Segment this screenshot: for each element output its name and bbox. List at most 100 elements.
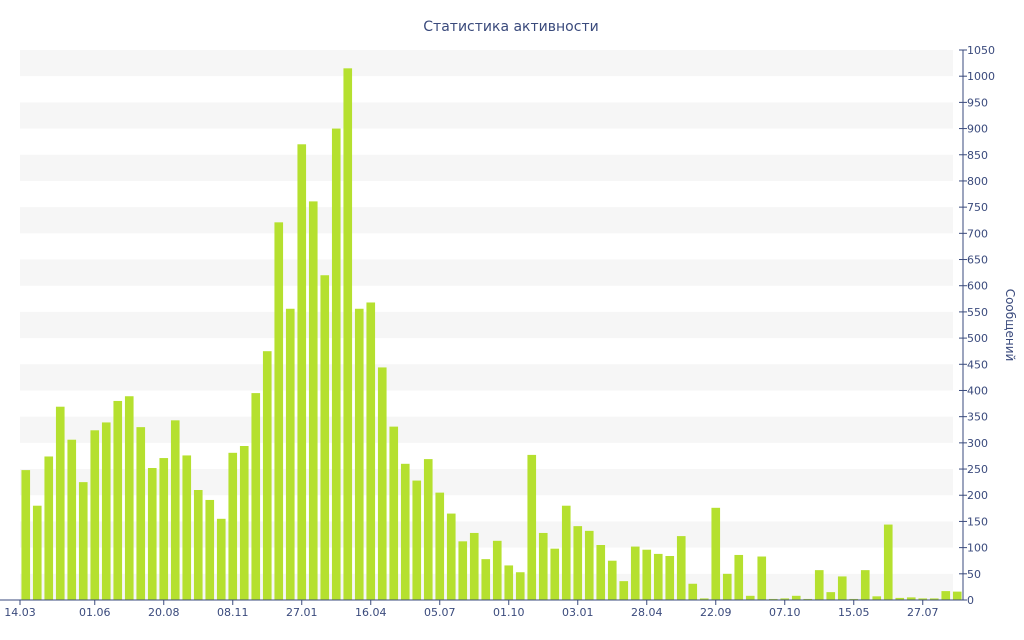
bar [699, 598, 709, 600]
bar [239, 446, 249, 600]
bar [423, 459, 433, 600]
bar [573, 526, 583, 600]
bar [849, 598, 859, 600]
bar [676, 536, 686, 600]
grid-band [20, 259, 953, 286]
bar [216, 518, 226, 600]
bar [941, 591, 951, 600]
bar [400, 463, 410, 600]
bar [44, 456, 54, 600]
grid-band [20, 50, 953, 77]
bar [826, 592, 836, 600]
y-tick-label: 550 [967, 306, 988, 319]
bar [607, 560, 617, 600]
bar [377, 367, 387, 600]
x-tick-label: 01.06 [79, 606, 111, 619]
bar [780, 598, 790, 600]
y-tick-label: 100 [967, 542, 988, 555]
bar [584, 530, 594, 600]
bar [354, 308, 364, 600]
bar [906, 597, 916, 600]
y-axis: 0 50 100 150 200 250 300 350 400 450 500 550 600 650 7… [959, 44, 995, 607]
bar [458, 541, 468, 600]
x-tick-label: 05.07 [424, 606, 456, 619]
x-tick-label: 01.10 [493, 606, 525, 619]
grid-band [20, 364, 953, 391]
bar-series [21, 68, 962, 601]
bar [78, 482, 88, 600]
grid-band [20, 416, 953, 443]
y-tick-label: 150 [967, 515, 988, 528]
y-tick-label: 750 [967, 201, 988, 214]
bar [860, 570, 870, 600]
bar [67, 439, 77, 600]
bar [251, 393, 261, 600]
bar [929, 598, 939, 600]
y-tick-label: 800 [967, 175, 988, 188]
y-tick-label: 50 [967, 568, 981, 581]
bar [527, 454, 537, 600]
bar [446, 513, 456, 600]
bar [630, 546, 640, 600]
bar [32, 505, 42, 600]
bar [147, 468, 157, 600]
bar [481, 559, 491, 600]
bar [711, 507, 721, 600]
bar [561, 505, 571, 600]
bar [308, 201, 318, 600]
x-tick-label: 08.11 [217, 606, 249, 619]
bar [159, 458, 169, 600]
bar [343, 68, 353, 600]
bar [21, 470, 31, 600]
y-tick-label: 300 [967, 437, 988, 450]
y-tick-label: 350 [967, 411, 988, 424]
x-tick-label: 20.08 [148, 606, 180, 619]
y-tick-label: 0 [967, 594, 974, 607]
x-axis: 14.03 01.06 20.08 08.11 27.01 16.04 05.07 01.10… [0, 599, 963, 619]
bar [550, 548, 560, 600]
x-tick-label: 27.01 [286, 606, 318, 619]
x-tick-label: 27.07 [907, 606, 939, 619]
bar [136, 427, 146, 600]
bar [55, 406, 65, 600]
bar [205, 499, 215, 600]
y-tick-label: 900 [967, 123, 988, 136]
y-tick-label: 250 [967, 463, 988, 476]
y-tick-label: 450 [967, 358, 988, 371]
bar [768, 598, 778, 600]
bar [435, 492, 445, 600]
bar [515, 572, 525, 600]
y-tick-label: 700 [967, 227, 988, 240]
bar [665, 556, 675, 600]
x-tick-label: 16.04 [355, 606, 387, 619]
bar [814, 570, 824, 600]
grid-band [20, 207, 953, 234]
bar [331, 128, 341, 600]
bar [170, 420, 180, 600]
bar [619, 581, 629, 600]
bar [596, 545, 606, 600]
grid-band [20, 102, 953, 129]
bar [228, 452, 238, 600]
chart-title: Статистика активности [423, 19, 598, 35]
x-tick-label: 15.05 [838, 606, 870, 619]
bar [918, 598, 928, 600]
y-axis-label: Сообщений [1003, 289, 1017, 362]
bar [469, 532, 479, 600]
bar [883, 524, 893, 600]
x-tick-label: 28.04 [631, 606, 663, 619]
bar [182, 455, 192, 600]
y-tick-label: 400 [967, 384, 988, 397]
bar [538, 532, 548, 600]
bar [653, 553, 663, 600]
y-tick-label: 500 [967, 332, 988, 345]
bar [389, 426, 399, 600]
bar [285, 308, 295, 600]
y-tick-label: 200 [967, 489, 988, 502]
grid-band [20, 311, 953, 339]
x-tick-label: 22.09 [700, 606, 732, 619]
bar [757, 556, 767, 600]
bar [262, 351, 272, 600]
bar [688, 583, 698, 600]
